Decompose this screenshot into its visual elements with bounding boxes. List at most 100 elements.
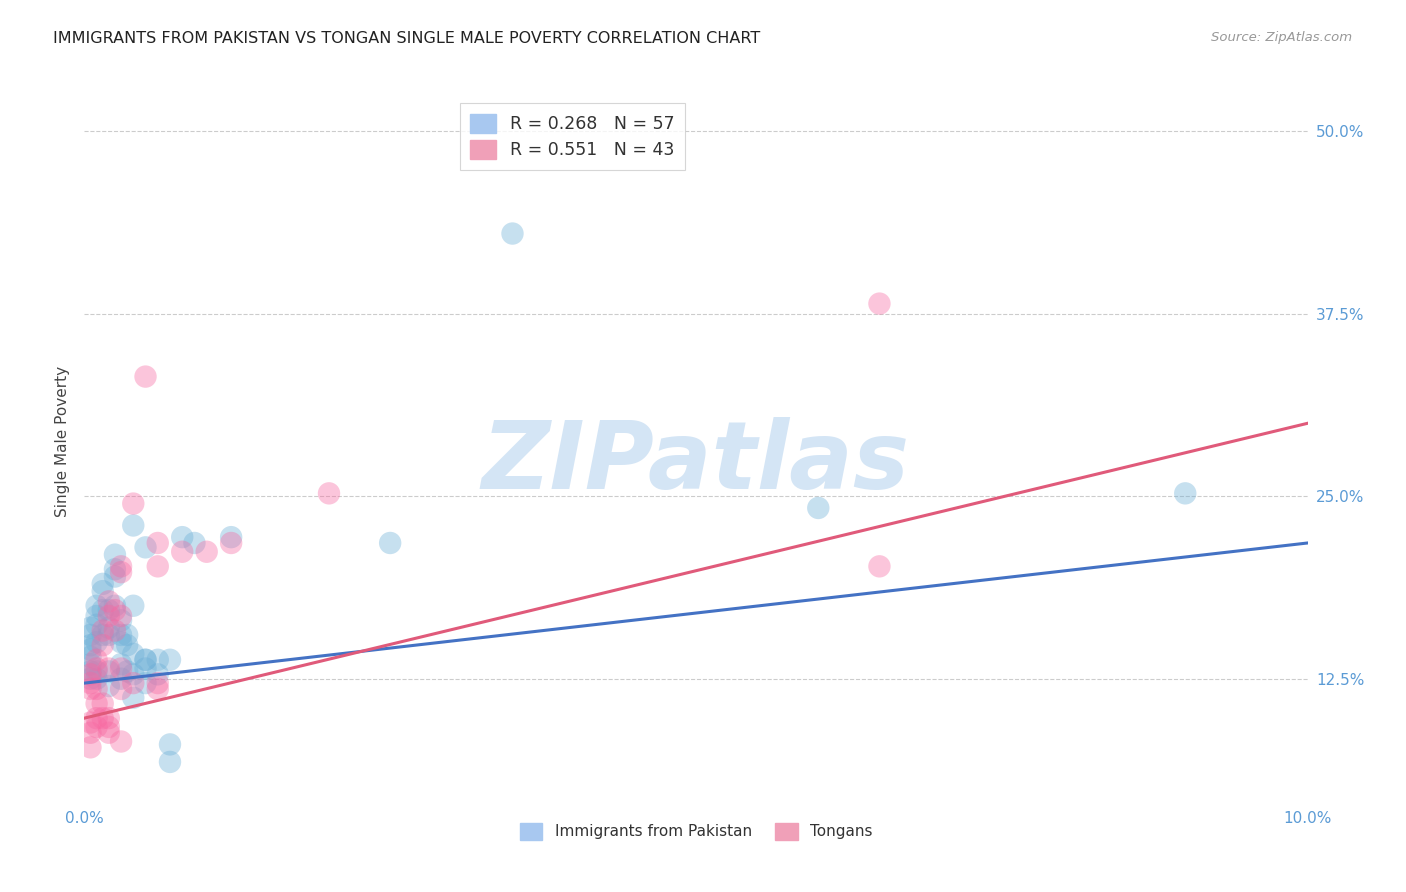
Point <box>135 676 157 690</box>
Point <box>146 681 169 696</box>
Point <box>122 518 145 533</box>
Point <box>869 296 891 310</box>
Point <box>135 541 157 555</box>
Y-axis label: Single Male Poverty: Single Male Poverty <box>55 366 70 517</box>
Point <box>380 536 402 550</box>
Point <box>110 672 132 686</box>
Point <box>79 672 101 686</box>
Point <box>146 676 169 690</box>
Point <box>1174 486 1197 500</box>
Point <box>79 667 101 681</box>
Point <box>122 676 145 690</box>
Point <box>86 653 108 667</box>
Point <box>79 725 101 739</box>
Point <box>122 647 145 661</box>
Point <box>86 599 108 613</box>
Text: Source: ZipAtlas.com: Source: ZipAtlas.com <box>1212 31 1353 45</box>
Point <box>97 609 120 624</box>
Text: ZIPatlas: ZIPatlas <box>482 417 910 509</box>
Point <box>91 603 114 617</box>
Point <box>86 711 108 725</box>
Point <box>97 725 120 739</box>
Point <box>79 676 101 690</box>
Point <box>86 665 108 679</box>
Point <box>104 624 127 638</box>
Point <box>110 559 132 574</box>
Point <box>110 635 132 649</box>
Point <box>115 665 138 679</box>
Point <box>97 594 120 608</box>
Point <box>110 657 132 672</box>
Point <box>97 661 120 675</box>
Point <box>86 681 108 696</box>
Point <box>146 559 169 574</box>
Point <box>79 681 101 696</box>
Point <box>91 624 114 638</box>
Point <box>97 621 120 635</box>
Point <box>86 697 108 711</box>
Point <box>97 720 120 734</box>
Point <box>91 584 114 599</box>
Point <box>91 697 114 711</box>
Point <box>122 599 145 613</box>
Point <box>86 609 108 624</box>
Point <box>79 657 101 672</box>
Point <box>91 638 114 652</box>
Point <box>97 603 120 617</box>
Point <box>79 642 101 657</box>
Point <box>86 661 108 675</box>
Point <box>502 227 524 241</box>
Point <box>146 653 169 667</box>
Point <box>115 638 138 652</box>
Point <box>146 667 169 681</box>
Point <box>104 603 127 617</box>
Point <box>97 679 120 693</box>
Point <box>172 530 194 544</box>
Point <box>159 755 181 769</box>
Point <box>86 617 108 632</box>
Point <box>172 545 194 559</box>
Point <box>104 548 127 562</box>
Point <box>110 661 132 675</box>
Text: IMMIGRANTS FROM PAKISTAN VS TONGAN SINGLE MALE POVERTY CORRELATION CHART: IMMIGRANTS FROM PAKISTAN VS TONGAN SINGL… <box>53 31 761 46</box>
Point <box>135 653 157 667</box>
Point <box>183 536 205 550</box>
Legend: Immigrants from Pakistan, Tongans: Immigrants from Pakistan, Tongans <box>513 817 879 846</box>
Point <box>79 715 101 730</box>
Point <box>79 638 101 652</box>
Point <box>79 621 101 635</box>
Point <box>219 536 242 550</box>
Point <box>122 497 145 511</box>
Point <box>91 711 114 725</box>
Point <box>135 653 157 667</box>
Point <box>97 711 120 725</box>
Point <box>110 613 132 627</box>
Point <box>79 665 101 679</box>
Point <box>79 740 101 755</box>
Point <box>195 545 218 559</box>
Point <box>159 738 181 752</box>
Point <box>219 530 242 544</box>
Point <box>86 635 108 649</box>
Point <box>807 500 830 515</box>
Point <box>104 569 127 583</box>
Point <box>91 577 114 591</box>
Point <box>79 649 101 664</box>
Point <box>115 628 138 642</box>
Point <box>318 486 340 500</box>
Point <box>104 562 127 576</box>
Point <box>79 628 101 642</box>
Point <box>122 690 145 705</box>
Point <box>110 628 132 642</box>
Point <box>104 599 127 613</box>
Point <box>146 536 169 550</box>
Point <box>91 628 114 642</box>
Point <box>110 565 132 579</box>
Point <box>135 661 157 675</box>
Point <box>135 369 157 384</box>
Point <box>86 672 108 686</box>
Point <box>97 665 120 679</box>
Point <box>110 734 132 748</box>
Point <box>97 628 120 642</box>
Point <box>869 559 891 574</box>
